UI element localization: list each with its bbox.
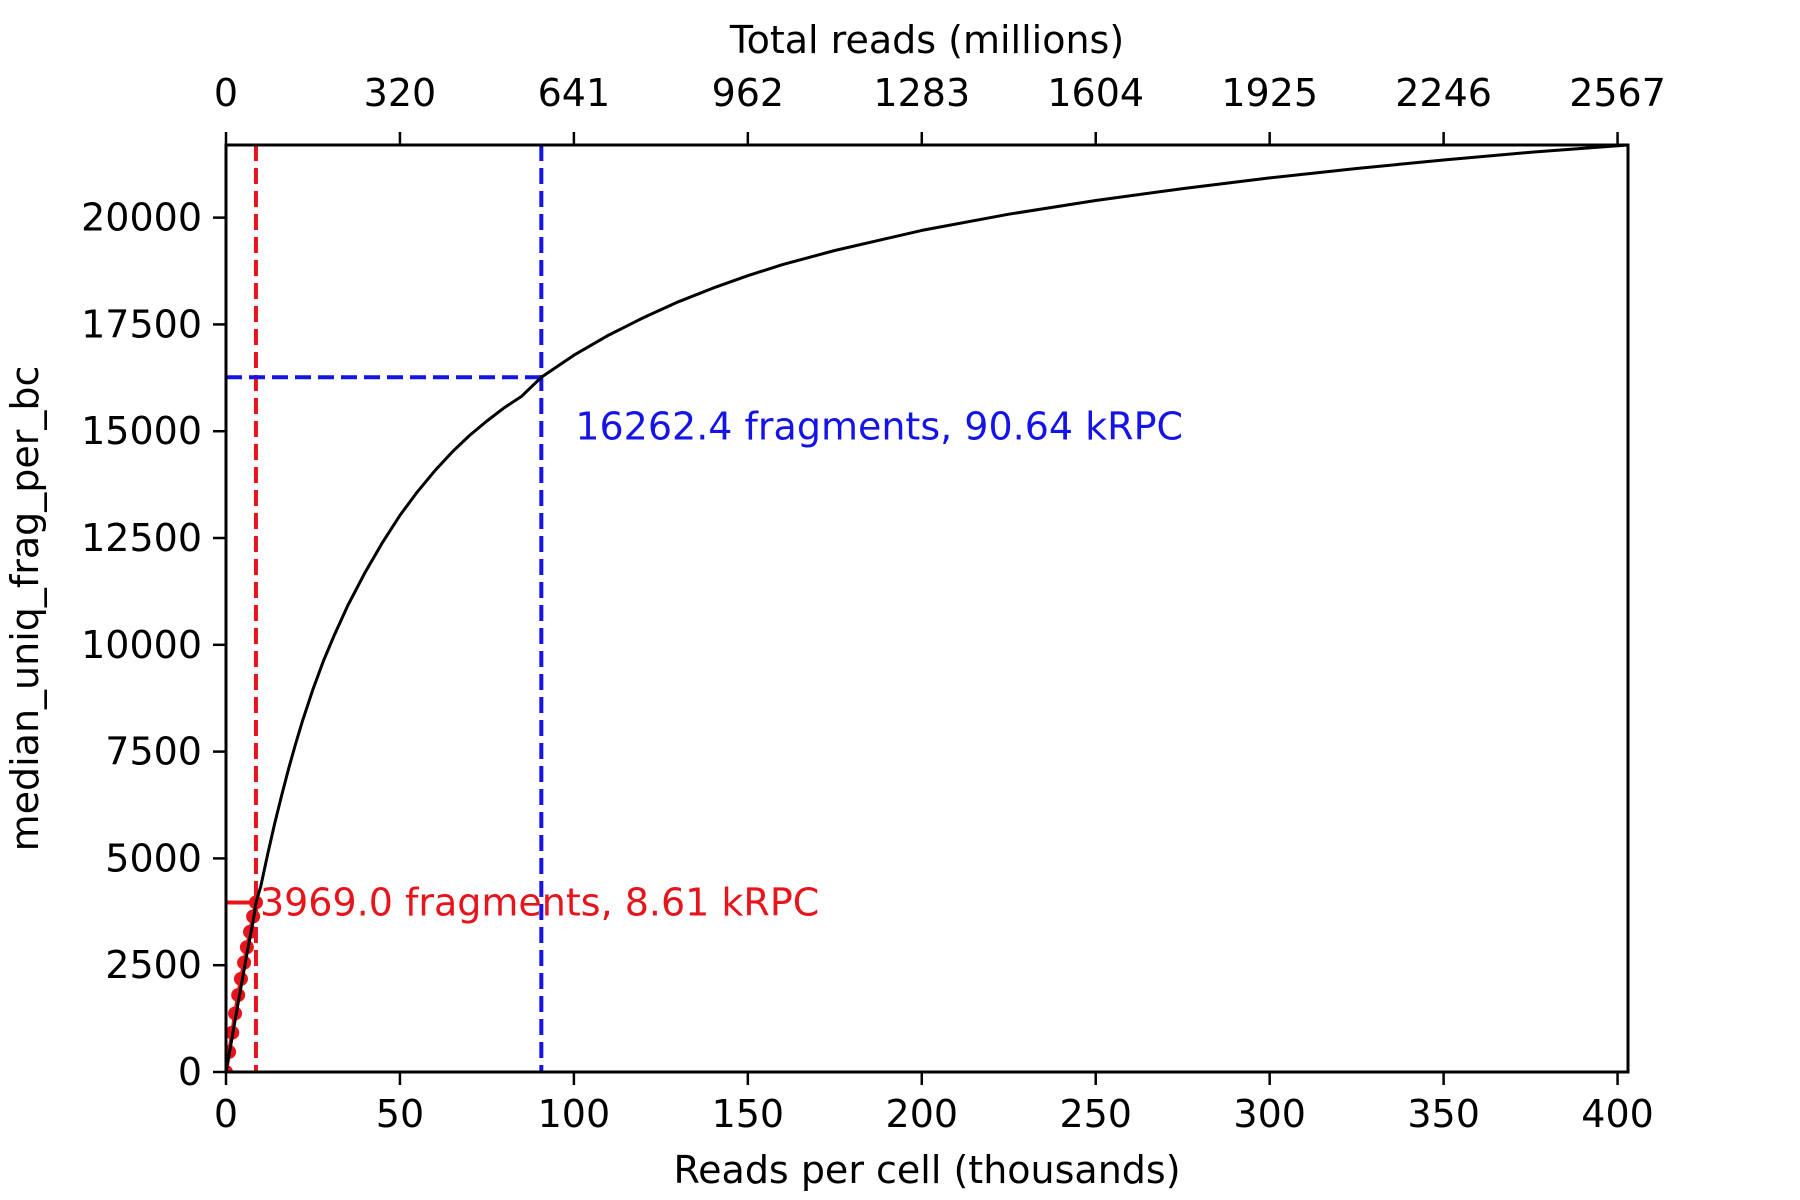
x-tick-label: 300	[1233, 1092, 1306, 1136]
y-tick-label: 0	[178, 1050, 202, 1094]
y-tick-label: 17500	[81, 302, 202, 346]
top-x-tick-label: 2246	[1395, 71, 1492, 115]
y-tick-label: 5000	[105, 836, 202, 880]
x-tick-label: 50	[376, 1092, 424, 1136]
top-x-tick-label: 0	[214, 71, 238, 115]
blue-annotation: 16262.4 fragments, 90.64 kRPC	[575, 404, 1183, 448]
x-axis-title: Reads per cell (thousands)	[673, 1148, 1180, 1192]
y-tick-label: 12500	[81, 516, 202, 560]
top-x-tick-label: 320	[364, 71, 437, 115]
top-x-tick-label: 641	[538, 71, 611, 115]
x-tick-label: 400	[1581, 1092, 1654, 1136]
axes: 0 50 100 150 200 250 300 350 400 0 320 641 962 1283 16…	[81, 71, 1666, 1136]
x-tick-label: 0	[214, 1092, 238, 1136]
top-x-axis-title: Total reads (millions)	[729, 18, 1124, 62]
y-tick-label: 2500	[105, 943, 202, 987]
top-x-tick-label: 962	[712, 71, 785, 115]
top-x-tick-label: 1604	[1047, 71, 1144, 115]
plot-content	[226, 145, 1628, 1072]
top-x-tick-label: 2567	[1569, 71, 1666, 115]
x-tick-label: 150	[712, 1092, 785, 1136]
y-axis-title: median_uniq_frag_per_bc	[3, 366, 47, 852]
x-tick-label: 350	[1407, 1092, 1480, 1136]
top-x-tick-label: 1283	[873, 71, 970, 115]
x-tick-label: 100	[538, 1092, 611, 1136]
top-x-tick-label: 1925	[1221, 71, 1318, 115]
y-tick-label: 10000	[81, 623, 202, 667]
y-tick-label: 20000	[81, 196, 202, 240]
y-tick-label: 15000	[81, 409, 202, 453]
fit-curve-line	[226, 145, 1628, 1072]
x-tick-label: 200	[886, 1092, 959, 1136]
red-annotation: 3969.0 fragments, 8.61 kRPC	[260, 880, 819, 924]
plot-frame	[224, 143, 1630, 1074]
x-tick-label: 250	[1059, 1092, 1132, 1136]
y-tick-label: 7500	[105, 730, 202, 774]
plot-area: 3969.0 fragments, 8.61 kRPC 16262.4 fragm…	[226, 145, 1628, 1072]
